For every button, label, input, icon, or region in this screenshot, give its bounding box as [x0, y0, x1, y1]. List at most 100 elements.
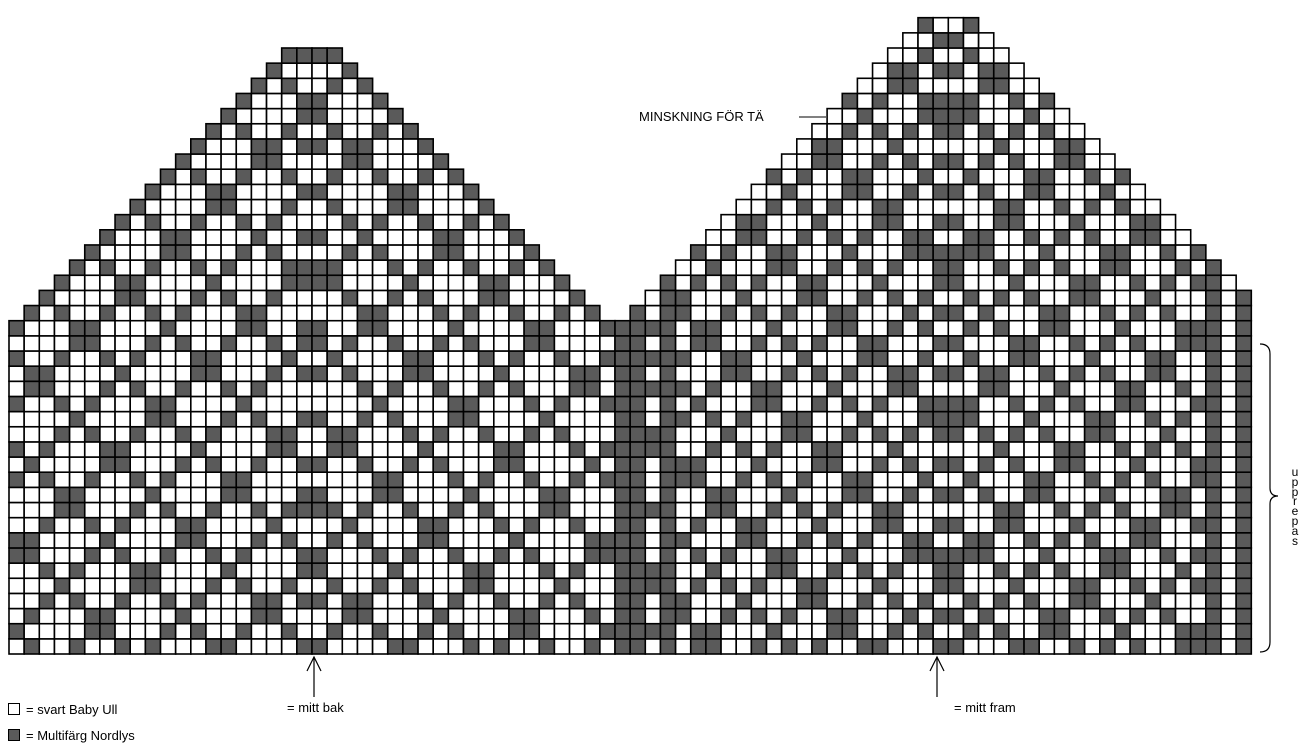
chart-cell — [23, 622, 41, 640]
chart-cell — [432, 607, 450, 625]
chart-cell — [1144, 562, 1162, 580]
chart-cell — [1083, 319, 1101, 337]
chart-cell — [917, 471, 934, 489]
chart-cell — [599, 425, 616, 443]
chart-cell — [1174, 562, 1192, 580]
chart-cell — [99, 289, 116, 307]
chart-cell — [599, 547, 616, 564]
chart-cell — [402, 304, 419, 322]
chart-cell — [174, 456, 192, 473]
chart-cell — [371, 213, 389, 231]
chart-cell — [902, 638, 919, 655]
chart-cell — [871, 304, 889, 322]
chart-cell — [68, 516, 86, 534]
chart-cell — [599, 395, 616, 413]
chart-cell — [205, 638, 222, 655]
chart-cell — [689, 380, 707, 398]
chart-cell — [689, 607, 707, 625]
chart-cell — [38, 486, 56, 504]
chart-cell — [917, 441, 934, 458]
chart-cell — [659, 547, 677, 564]
chart-cell — [538, 562, 556, 580]
chart-cell — [1114, 259, 1131, 277]
chart-cell — [871, 531, 889, 549]
chart-cell — [841, 622, 859, 640]
chart-cell — [356, 501, 374, 519]
chart-cell — [826, 471, 844, 489]
chart-cell — [553, 516, 571, 534]
chart-cell — [1174, 425, 1192, 443]
chart-cell — [402, 365, 419, 383]
chart-cell — [674, 259, 692, 277]
chart-cell — [902, 365, 919, 383]
chart-cell — [1114, 304, 1131, 322]
chart-cell — [856, 122, 874, 140]
chart-cell — [356, 577, 374, 595]
chart-cell — [205, 289, 222, 307]
chart-cell — [235, 213, 253, 231]
chart-cell — [296, 77, 313, 95]
chart-cell — [492, 516, 510, 534]
chart-cell — [1159, 531, 1177, 549]
chart-cell — [977, 380, 995, 398]
chart-cell — [190, 456, 207, 473]
chart-cell — [129, 335, 147, 352]
chart-cell — [311, 486, 328, 504]
chart-cell — [992, 229, 1010, 246]
chart-cell — [917, 486, 934, 504]
chart-cell — [265, 350, 283, 367]
chart-cell — [235, 531, 253, 549]
chart-cell — [356, 607, 374, 625]
chart-cell — [962, 547, 980, 564]
chart-cell — [311, 289, 328, 307]
chart-cell — [1205, 638, 1222, 655]
chart-cell — [311, 592, 328, 610]
chart-cell — [962, 213, 980, 231]
chart-cell — [811, 138, 828, 155]
chart-cell — [174, 577, 192, 595]
chart-cell — [144, 289, 162, 307]
chart-cell — [1038, 365, 1056, 383]
chart-cell — [886, 516, 904, 534]
chart-cell — [902, 501, 919, 519]
chart-cell — [265, 183, 283, 201]
chart-cell — [811, 622, 828, 640]
chart-cell — [735, 547, 753, 564]
chart-cell — [720, 425, 737, 443]
chart-cell — [1008, 62, 1025, 80]
chart-cell — [83, 289, 101, 307]
chart-cell — [371, 153, 389, 171]
chart-cell — [356, 425, 374, 443]
chart-cell — [23, 577, 41, 595]
chart-cell — [1189, 456, 1207, 473]
chart-cell — [1159, 441, 1177, 458]
chart-cell — [508, 274, 525, 292]
chart-cell — [811, 153, 828, 171]
chart-cell — [477, 607, 495, 625]
chart-cell — [447, 592, 465, 610]
chart-cell — [1174, 395, 1192, 413]
chart-cell — [1038, 274, 1056, 292]
chart-cell — [659, 592, 677, 610]
chart-cell — [402, 501, 419, 519]
chart-cell — [1023, 607, 1041, 625]
chart-cell — [1205, 577, 1222, 595]
chart-cell — [932, 198, 950, 216]
chart-cell — [190, 229, 207, 246]
chart-cell — [1144, 289, 1162, 307]
chart-cell — [977, 168, 995, 186]
chart-cell — [402, 410, 419, 428]
chart-cell — [689, 622, 707, 640]
chart-cell — [765, 183, 783, 201]
chart-cell — [114, 425, 132, 443]
chart-cell — [1038, 395, 1056, 413]
chart-cell — [280, 198, 298, 216]
chart-cell — [674, 395, 692, 413]
chart-cell — [917, 425, 934, 443]
chart-cell — [1189, 547, 1207, 564]
chart-cell — [977, 501, 995, 519]
chart-cell — [644, 607, 662, 625]
chart-cell — [174, 168, 192, 186]
chart-cell — [159, 562, 177, 580]
chart-cell — [205, 304, 222, 322]
